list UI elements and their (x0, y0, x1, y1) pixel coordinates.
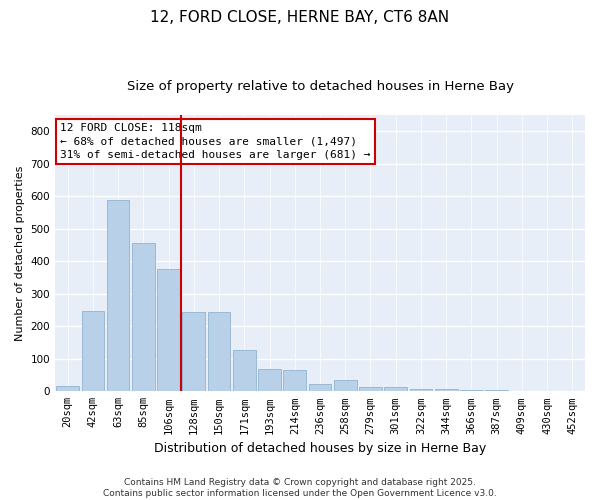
Y-axis label: Number of detached properties: Number of detached properties (15, 166, 25, 341)
Bar (82, 310, 104, 392)
X-axis label: Distribution of detached houses by size in Herne Bay: Distribution of detached houses by size … (154, 442, 486, 455)
Text: Contains HM Land Registry data © Crown copyright and database right 2025.
Contai: Contains HM Land Registry data © Crown c… (103, 478, 497, 498)
Bar (334, 380, 356, 392)
Text: 12, FORD CLOSE, HERNE BAY, CT6 8AN: 12, FORD CLOSE, HERNE BAY, CT6 8AN (151, 10, 449, 25)
Bar (157, 270, 180, 392)
Bar (536, 390, 559, 392)
Bar (385, 387, 407, 392)
Bar (182, 312, 205, 392)
Bar (132, 244, 155, 392)
Bar (460, 390, 483, 392)
Bar (410, 388, 433, 392)
Bar (435, 388, 458, 392)
Title: Size of property relative to detached houses in Herne Bay: Size of property relative to detached ho… (127, 80, 514, 93)
Bar (308, 384, 331, 392)
Bar (511, 390, 533, 392)
Bar (233, 350, 256, 392)
Bar (107, 200, 130, 392)
Bar (283, 370, 306, 392)
Text: 12 FORD CLOSE: 118sqm
← 68% of detached houses are smaller (1,497)
31% of semi-d: 12 FORD CLOSE: 118sqm ← 68% of detached … (61, 124, 371, 160)
Bar (485, 390, 508, 392)
Bar (56, 386, 79, 392)
Bar (208, 312, 230, 392)
Bar (258, 368, 281, 392)
Bar (359, 387, 382, 392)
